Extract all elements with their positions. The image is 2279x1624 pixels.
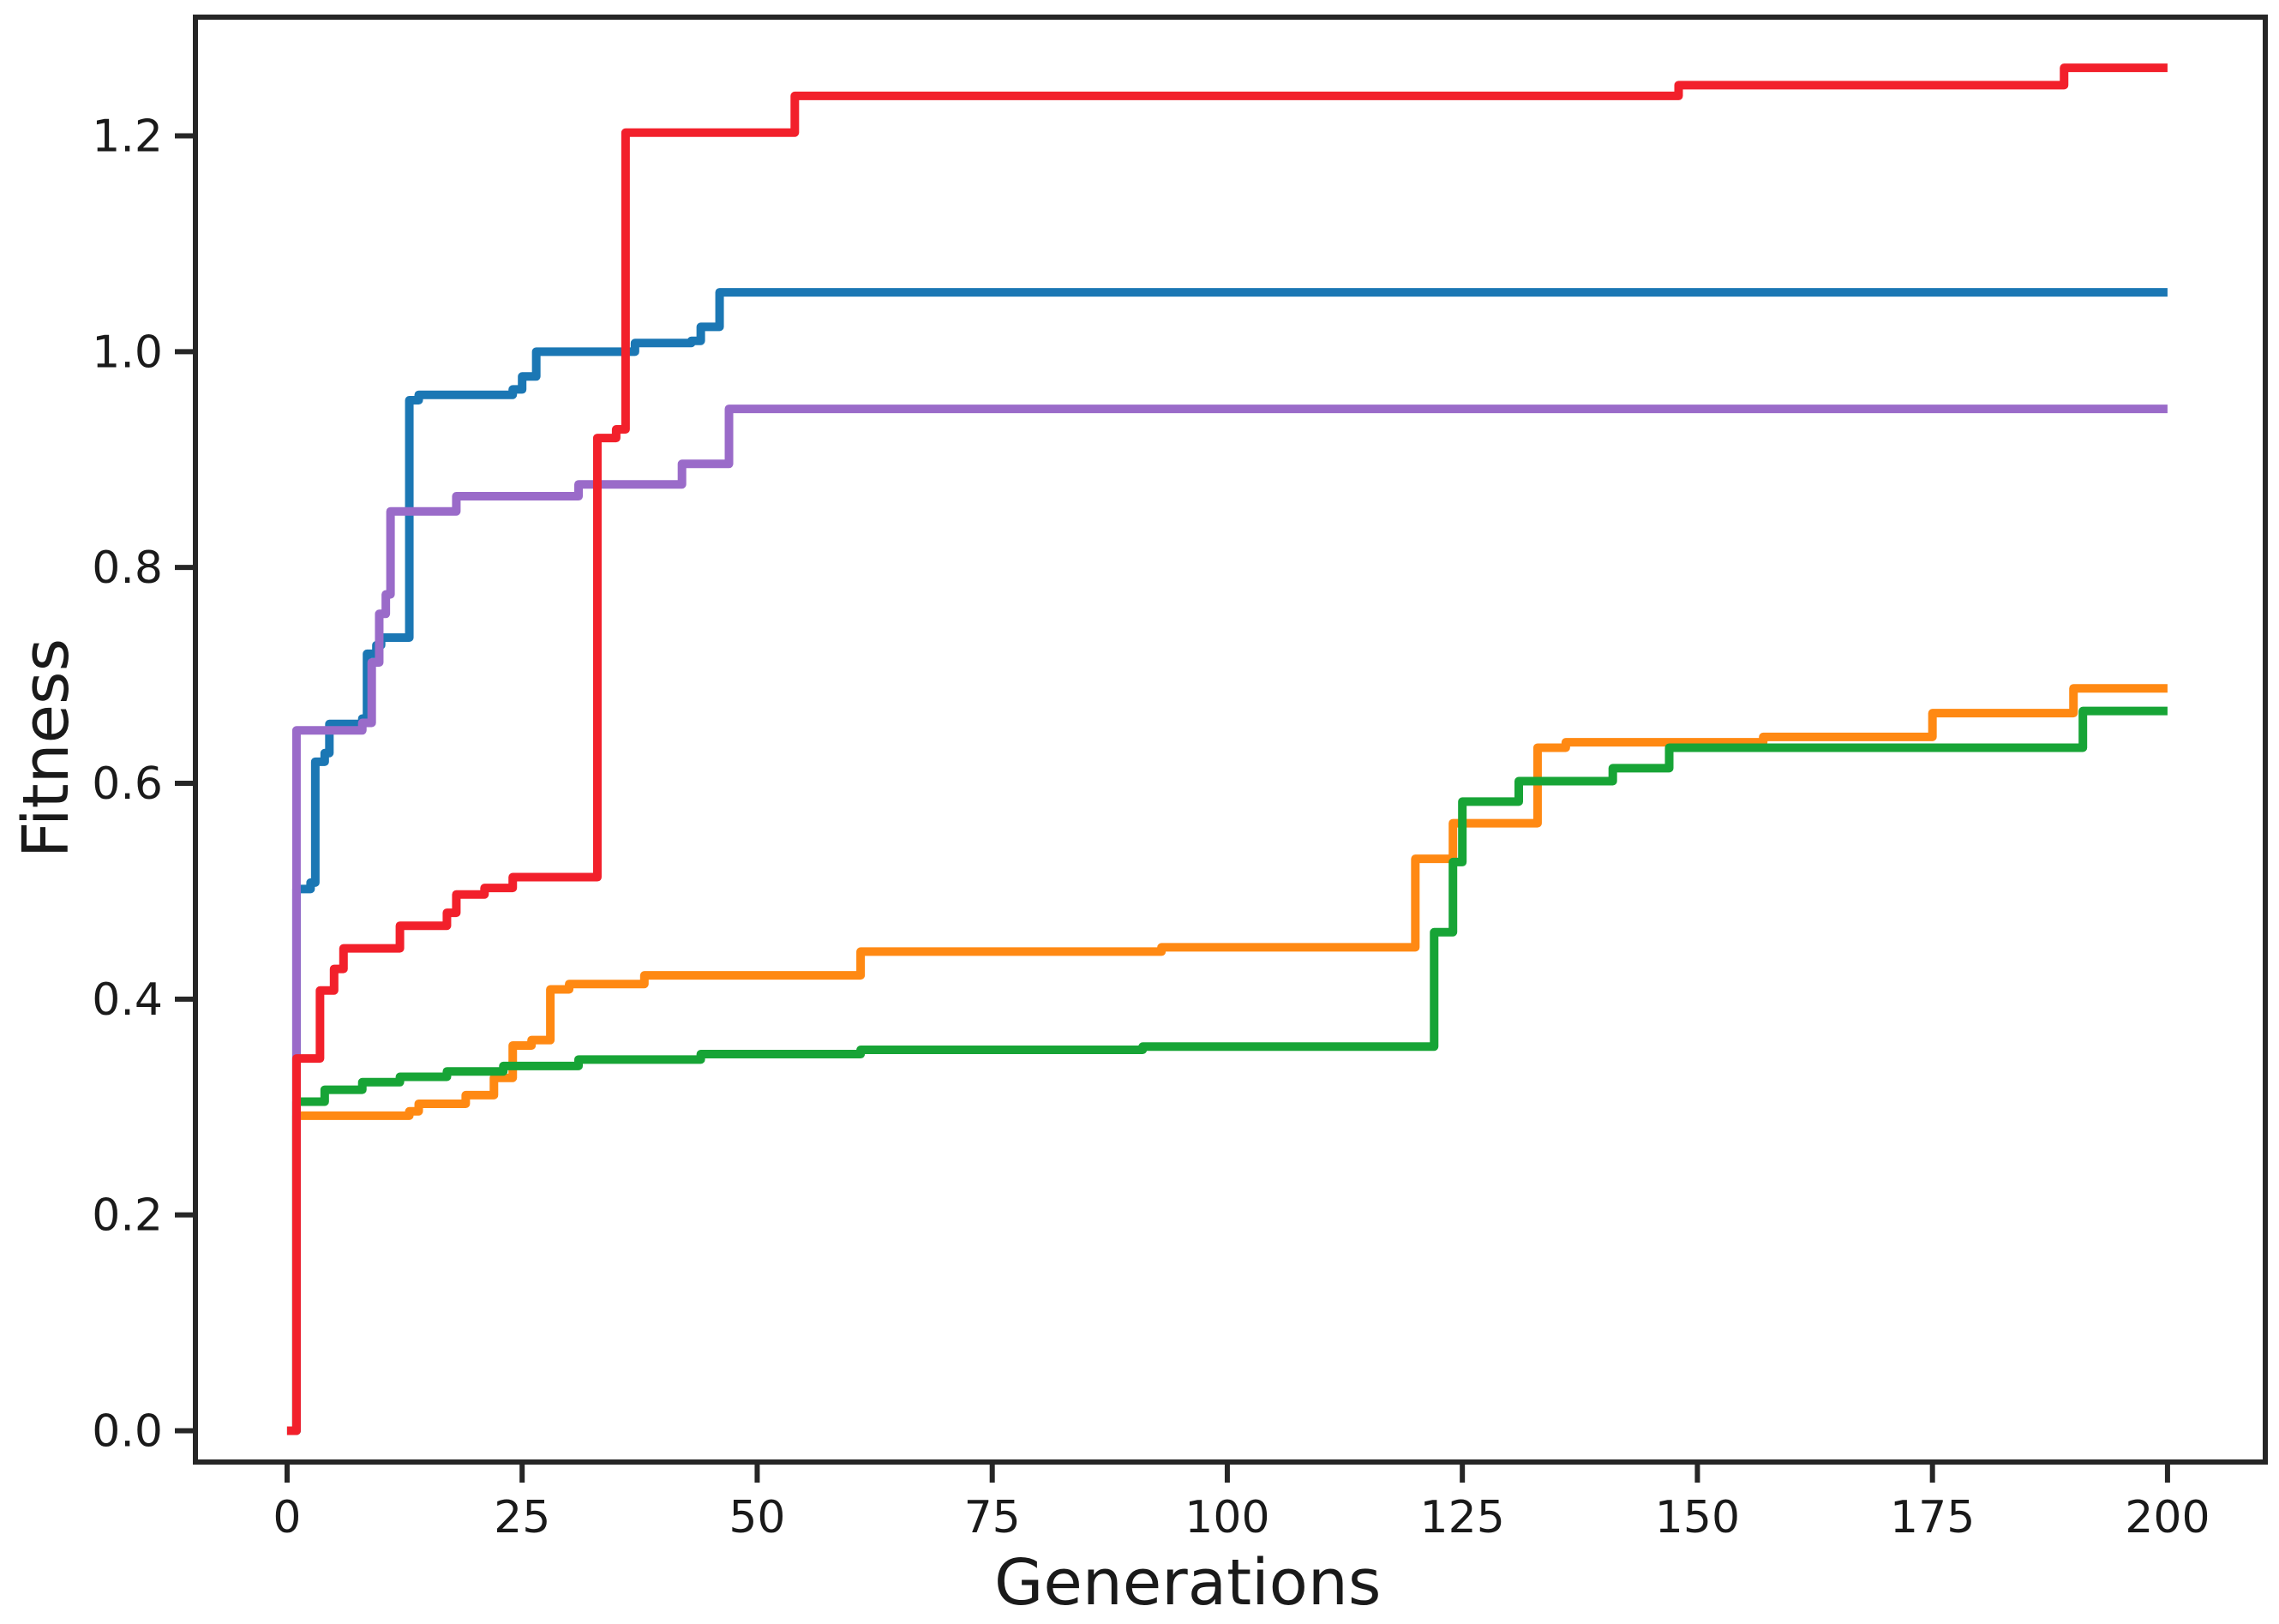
series-line-blue (286, 288, 2168, 1435)
y-tick-label: 0.6 (92, 758, 163, 810)
y-tick-label: 0.4 (92, 974, 163, 1026)
x-tick-label: 100 (1184, 1492, 1269, 1543)
x-tick-label: 175 (1890, 1492, 1975, 1543)
series-line-orange (286, 684, 2168, 1435)
x-tick-label: 150 (1655, 1492, 1740, 1543)
series-line-green (286, 706, 2168, 1435)
y-tick-label: 0.8 (92, 542, 163, 594)
x-tick-label: 50 (729, 1492, 785, 1543)
series-line-purple (286, 405, 2168, 1435)
x-tick-label: 125 (1420, 1492, 1505, 1543)
y-tick-label: 1.2 (92, 111, 163, 163)
x-axis-label: Generations (994, 1546, 1382, 1620)
y-tick-label: 1.0 (92, 327, 163, 378)
plot-border (193, 15, 2268, 1465)
y-tick-label: 0.0 (92, 1405, 163, 1457)
y-tick-label: 0.2 (92, 1190, 163, 1242)
x-tick-label: 200 (2125, 1492, 2210, 1543)
x-tick-label: 25 (494, 1492, 550, 1543)
series-line-red (286, 63, 2168, 1435)
x-tick-label: 75 (964, 1492, 1021, 1543)
x-tick-label: 0 (273, 1492, 301, 1543)
y-axis-label: Fitness (9, 638, 83, 859)
